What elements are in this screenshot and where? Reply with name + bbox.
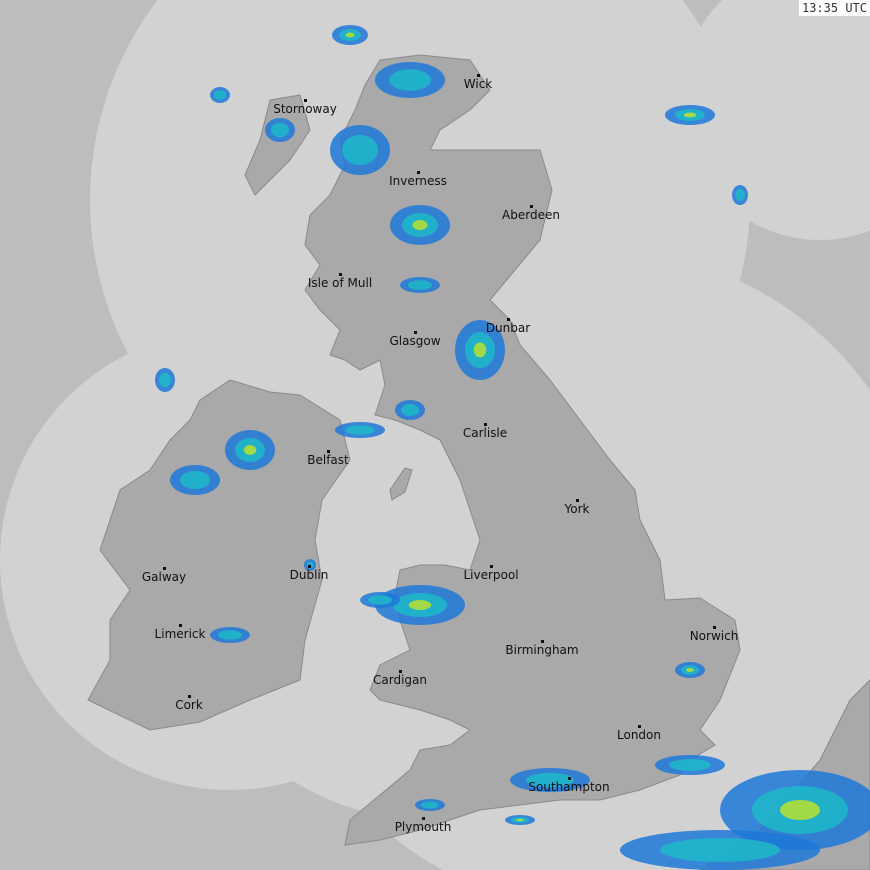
city-label: Isle of Mull — [307, 276, 373, 290]
rain-echo — [421, 801, 439, 809]
rain-echo — [516, 818, 524, 822]
city-label: Stornoway — [273, 102, 337, 116]
rain-echo — [345, 425, 375, 435]
isle-of-man-land — [389, 467, 413, 501]
rain-echo — [660, 838, 780, 862]
city-marker — [713, 626, 716, 629]
rain-echo — [342, 135, 378, 165]
city-label: York — [564, 502, 590, 516]
city-marker — [163, 567, 166, 570]
rainfall-echoes — [155, 25, 870, 870]
city-label: Liverpool — [463, 568, 519, 582]
rain-echo — [526, 772, 574, 788]
rain-echo — [159, 372, 171, 388]
rain-echo — [780, 800, 820, 820]
great-britain-land — [304, 54, 741, 846]
rain-echo — [401, 404, 419, 416]
city-marker — [484, 423, 487, 426]
city-label: Dunbar — [485, 321, 531, 335]
city-label: Aberdeen — [502, 208, 560, 222]
city-label: Galway — [141, 570, 187, 584]
city-marker — [477, 74, 480, 77]
city-label: Dublin — [289, 568, 329, 582]
rain-echo — [683, 112, 697, 118]
city-label: Birmingham — [505, 643, 579, 657]
rain-echo — [408, 280, 432, 290]
city-label: Glasgow — [389, 334, 441, 348]
city-marker — [308, 565, 311, 568]
city-label: Cork — [175, 698, 203, 712]
city-marker — [576, 499, 579, 502]
city-marker — [417, 171, 420, 174]
city-label: Norwich — [689, 629, 739, 643]
city-marker — [422, 817, 425, 820]
city-marker — [507, 318, 510, 321]
city-label: Wick — [463, 77, 493, 91]
city-marker — [339, 273, 342, 276]
rain-echo — [686, 668, 694, 672]
city-marker — [530, 205, 533, 208]
city-label: Carlisle — [462, 426, 508, 440]
city-marker — [490, 565, 493, 568]
city-marker — [399, 670, 402, 673]
city-marker — [179, 624, 182, 627]
rain-echo — [368, 595, 392, 605]
city-marker — [568, 777, 571, 780]
city-label: Plymouth — [394, 820, 452, 834]
rain-echo — [180, 471, 210, 489]
coverage-disc — [680, 0, 870, 240]
rain-echo — [669, 759, 711, 771]
city-label: Cardigan — [373, 673, 427, 687]
rain-echo — [345, 32, 355, 38]
rain-echo — [412, 220, 428, 230]
city-label: Belfast — [307, 453, 349, 467]
rain-echo — [243, 445, 257, 455]
city-marker — [638, 725, 641, 728]
city-label: Southampton — [528, 780, 610, 794]
rain-echo — [389, 69, 431, 91]
city-label: Inverness — [389, 174, 447, 188]
outer-hebrides-land — [244, 94, 311, 196]
city-marker — [541, 640, 544, 643]
rain-echo — [408, 600, 432, 610]
rain-echo — [735, 189, 745, 201]
timestamp: 13:35 UTC — [798, 0, 870, 16]
city-label: London — [617, 728, 661, 742]
rain-echo — [473, 342, 487, 358]
city-marker — [188, 695, 191, 698]
city-label: Limerick — [154, 627, 206, 641]
rain-echo — [214, 90, 226, 100]
city-marker — [327, 450, 330, 453]
ireland-land — [87, 379, 351, 731]
rain-echo — [271, 122, 289, 138]
city-marker — [304, 99, 307, 102]
city-marker — [414, 331, 417, 334]
rain-echo — [218, 630, 242, 640]
